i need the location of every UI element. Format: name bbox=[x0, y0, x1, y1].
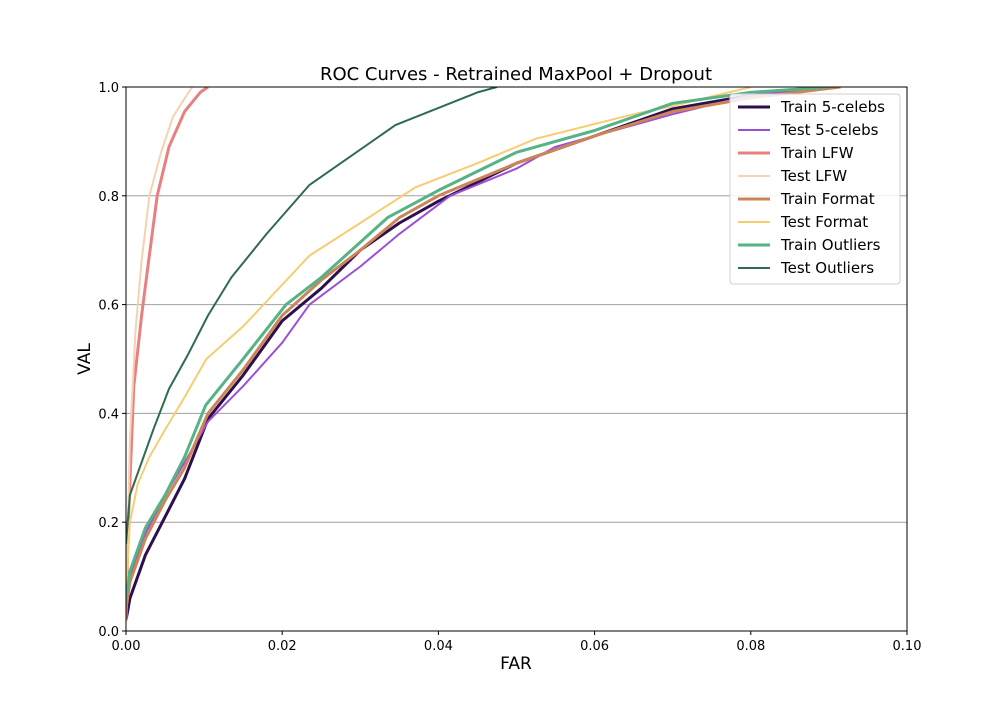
legend-box bbox=[729, 93, 901, 285]
legend-label: Train LFW bbox=[780, 144, 854, 162]
y-tick-label: 0.2 bbox=[98, 516, 119, 531]
legend-label: Test Format bbox=[780, 213, 868, 231]
x-tick-label: 0.00 bbox=[112, 639, 141, 654]
series-line-3 bbox=[126, 87, 194, 604]
legend-label: Train Outliers bbox=[780, 236, 881, 254]
series-line-7 bbox=[126, 87, 498, 545]
legend-label: Train Format bbox=[780, 190, 875, 208]
x-tick-label: 0.06 bbox=[580, 639, 609, 654]
y-axis-title: VAL bbox=[75, 343, 95, 375]
x-tick-label: 0.08 bbox=[736, 639, 765, 654]
series-line-6 bbox=[126, 87, 830, 599]
legend-label: Test 5-celebs bbox=[780, 121, 879, 139]
series-line-4 bbox=[126, 87, 841, 610]
axis-ticks: 0.0 0.2 0.4 0.6 0.8 1.0 0.00 0.02 0.04 0.06 0.08 0.… bbox=[98, 81, 921, 654]
series-line-0 bbox=[126, 87, 830, 621]
y-tick-label: 0.6 bbox=[98, 299, 119, 314]
chart-title: ROC Curves - Retrained MaxPool + Dropout bbox=[320, 64, 712, 85]
y-tick-label: 1.0 bbox=[98, 81, 119, 96]
series-line-5 bbox=[126, 87, 752, 593]
y-tick-label: 0.8 bbox=[98, 190, 119, 205]
legend: Train 5-celebs Test 5-celebs Train LFW Test… bbox=[729, 93, 901, 285]
y-tick-label: 0.4 bbox=[98, 407, 119, 422]
plot-frame bbox=[125, 86, 908, 632]
x-axis-title: FAR bbox=[500, 654, 532, 674]
series-line-2 bbox=[126, 87, 209, 621]
y-tick-label: 0.0 bbox=[98, 625, 119, 640]
legend-label: Test Outliers bbox=[780, 259, 874, 277]
x-tick-label: 0.02 bbox=[268, 639, 297, 654]
legend-label: Train 5-celebs bbox=[780, 98, 885, 116]
series-line-1 bbox=[126, 87, 830, 615]
series-lines bbox=[126, 87, 841, 621]
x-tick-label: 0.10 bbox=[893, 639, 922, 654]
x-tick-label: 0.04 bbox=[424, 639, 453, 654]
legend-label: Test LFW bbox=[780, 167, 847, 185]
